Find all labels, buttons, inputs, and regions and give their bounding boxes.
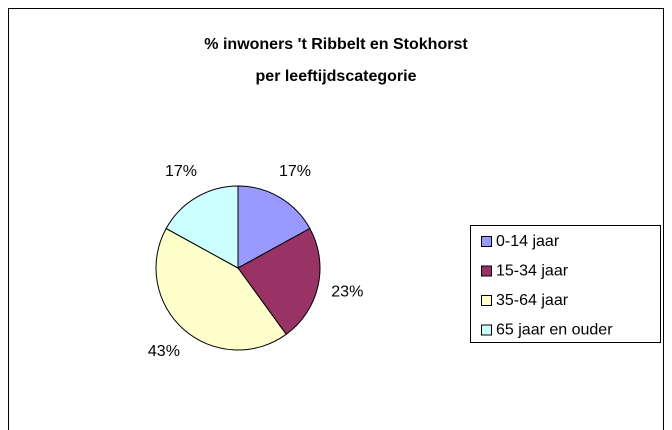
chart-title: per leeftijdscategorie [256, 68, 417, 85]
data-label: 17% [279, 163, 311, 180]
data-label: 17% [165, 163, 197, 180]
legend-box [470, 225, 661, 343]
legend-swatch [481, 295, 492, 306]
data-label: 43% [148, 343, 180, 360]
pie-slice [237, 227, 321, 336]
legend-swatch [481, 265, 492, 277]
chart-title: % inwoners 't Ribbelt en Stokhorst [204, 36, 468, 53]
chart-frame [8, 8, 664, 430]
pie-slice [237, 185, 311, 269]
pie-slice [165, 185, 239, 269]
legend-label: 15-34 jaar [496, 263, 569, 280]
legend-label: 0-14 jaar [496, 233, 560, 250]
legend-label: 35-64 jaar [496, 292, 569, 309]
legend-label: 65 jaar en ouder [496, 322, 613, 339]
pie-slice [155, 227, 287, 351]
legend-swatch [481, 324, 492, 336]
data-label: 23% [331, 284, 363, 301]
legend-swatch [481, 236, 492, 247]
